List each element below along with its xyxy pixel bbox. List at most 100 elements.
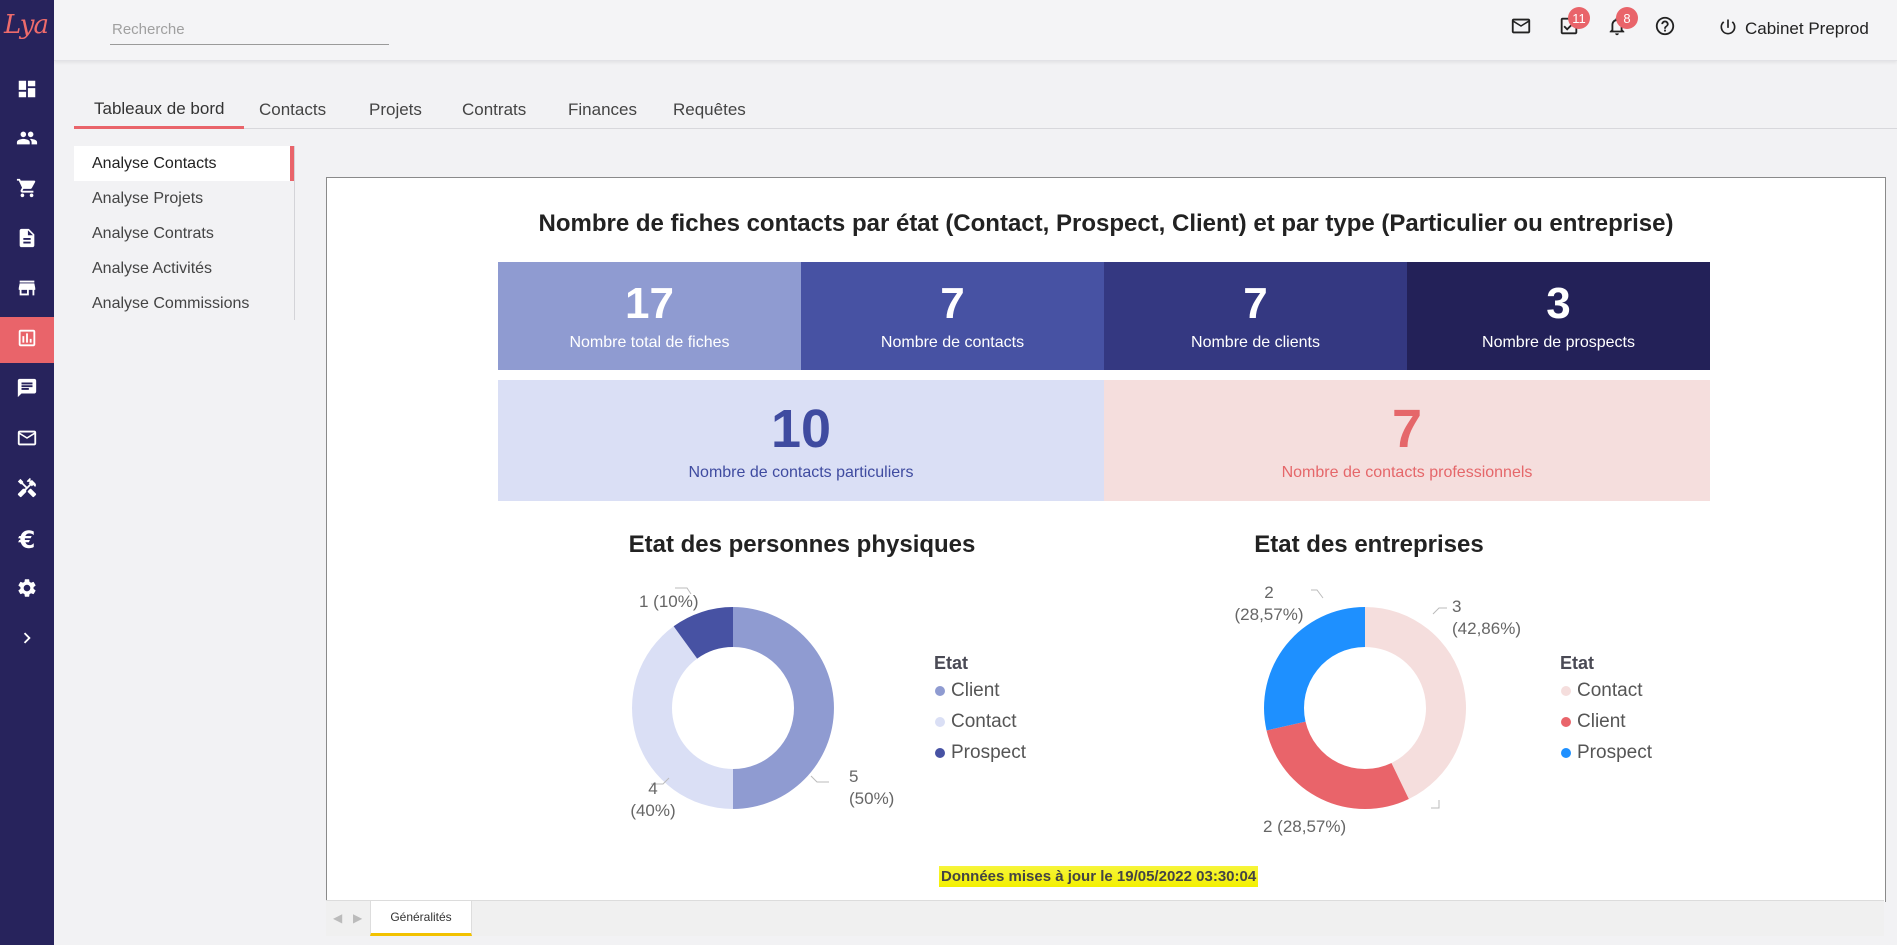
mail-icon <box>16 427 38 454</box>
mail-button[interactable] <box>1508 15 1534 41</box>
kpi-prospects: 3 Nombre de prospects <box>1407 262 1710 370</box>
sidebar-item-messages[interactable] <box>0 367 54 413</box>
next-page-arrow-icon[interactable]: ▶ <box>353 911 363 925</box>
donut-slice-prospect[interactable] <box>673 607 733 659</box>
prev-page-arrow-icon[interactable]: ◀ <box>333 911 343 925</box>
kpi-value: 7 <box>1391 398 1423 459</box>
euro-icon: € <box>18 526 36 554</box>
tab-requetes[interactable]: Requêtes <box>673 99 746 119</box>
help-button[interactable] <box>1652 15 1678 41</box>
sidebar-item-store[interactable] <box>0 267 54 313</box>
kpi-value: 7 <box>940 279 965 328</box>
legend-label: Prospect <box>1577 742 1652 763</box>
sidebar-expand-button[interactable] <box>0 617 54 663</box>
tab-projets[interactable]: Projets <box>369 99 422 119</box>
subnav-analyse-projets[interactable]: Analyse Projets <box>92 189 204 207</box>
slice-label-prospect: 2 (28,57%) <box>1234 583 1304 624</box>
sidebar-item-mail[interactable] <box>0 417 54 463</box>
slice-label-contact: 3 (42,86%) <box>1452 597 1521 638</box>
kpi-value: 17 <box>625 279 674 328</box>
kpi-label: Nombre de contacts professionnels <box>1281 463 1533 481</box>
subnav-analyse-commissions[interactable]: Analyse Commissions <box>92 294 250 312</box>
leader-lines-personnes <box>651 587 829 785</box>
legend-dot <box>1561 717 1571 727</box>
sidebar-item-tools[interactable] <box>0 467 54 513</box>
tab-finances[interactable]: Finances <box>568 99 637 119</box>
legend-item-client[interactable]: Client <box>1561 711 1626 733</box>
legend-item-contact[interactable]: Contact <box>935 711 1016 733</box>
sidebar-item-settings[interactable] <box>0 567 54 613</box>
data-updated-timestamp: Données mises à jour le 19/05/2022 03:30… <box>939 866 1259 887</box>
donut-slice-contact[interactable] <box>632 626 733 809</box>
help-icon <box>1654 15 1676 42</box>
search-input[interactable] <box>110 14 389 45</box>
legend-item-prospect[interactable]: Prospect <box>1561 742 1652 764</box>
logout-button[interactable]: Cabinet Preprod <box>1718 16 1869 42</box>
kpi-label: Nombre de contacts <box>880 334 1025 351</box>
store-icon <box>16 277 38 304</box>
notifications-badge: 8 <box>1616 7 1638 29</box>
chart-title-entreprises: Etat des entreprises <box>1254 531 1484 558</box>
legend-item-client[interactable]: Client <box>935 680 1000 702</box>
kpi-contacts: 7 Nombre de contacts <box>801 262 1104 370</box>
kpi-value: 7 <box>1243 279 1268 328</box>
legend-label: Contact <box>951 711 1017 732</box>
kpi-label: Nombre total de fiches <box>569 334 730 351</box>
subnav-analyse-activites[interactable]: Analyse Activités <box>92 259 213 277</box>
top-header: 11 8 Cabinet Preprod <box>54 0 1897 61</box>
user-label: Cabinet Preprod <box>1745 19 1869 38</box>
tab-contrats[interactable]: Contrats <box>462 99 527 119</box>
kpi-clients: 7 Nombre de clients <box>1104 262 1407 370</box>
donut-slice-prospect[interactable] <box>1264 607 1365 731</box>
report-canvas: Nombre de fiches contacts par état (Cont… <box>326 177 1886 902</box>
kpi-value: 3 <box>1546 279 1571 328</box>
slice-label-client: 5 (50%) <box>849 767 895 808</box>
kpi-label: Nombre de contacts particuliers <box>688 463 914 481</box>
legend-title-personnes: Etat <box>934 653 969 673</box>
sidebar: Lya € <box>0 0 54 945</box>
mail-outline-icon <box>1510 15 1532 42</box>
legend-label: Client <box>1577 711 1626 732</box>
subnav-analyse-contacts[interactable]: Analyse Contacts <box>74 146 294 181</box>
dashboard-icon <box>16 78 38 105</box>
sidebar-item-cart[interactable] <box>0 167 54 213</box>
slice-label-prospect: 1 (10%) <box>639 592 699 611</box>
chevron-right-icon <box>16 627 38 654</box>
kpi-contacts-professionnels: 7 Nombre de contacts professionnels <box>1104 380 1710 501</box>
notifications-button[interactable]: 8 <box>1604 7 1638 41</box>
sidebar-item-finance[interactable]: € <box>0 517 54 563</box>
donut-slice-contact[interactable] <box>1365 607 1466 799</box>
tools-icon <box>16 477 38 504</box>
sidebar-item-dashboard[interactable] <box>0 68 54 114</box>
kpi-label: Nombre de prospects <box>1482 334 1635 351</box>
subnav-analyse-contrats[interactable]: Analyse Contrats <box>92 224 214 242</box>
leader-lines-entreprises <box>1311 589 1447 809</box>
chart-title-personnes: Etat des personnes physiques <box>628 531 976 558</box>
sidebar-item-analytics[interactable] <box>0 317 54 363</box>
power-icon <box>1718 17 1745 42</box>
app-logo[interactable]: Lya <box>4 10 49 40</box>
kpi-total-fiches: 17 Nombre total de fiches <box>498 262 801 370</box>
kpi-contacts-particuliers: 10 Nombre de contacts particuliers <box>498 380 1104 501</box>
page-tab-generalites[interactable]: Généralités <box>370 901 472 936</box>
report-page-bar: ◀ ▶ Généralités <box>326 900 1884 936</box>
slice-label-contact: 4 (40%) <box>630 779 676 820</box>
slice-label-client: 2 (28,57%) <box>1263 817 1347 836</box>
sidebar-item-contacts[interactable] <box>0 117 54 163</box>
legend-dot <box>935 717 945 727</box>
legend-item-contact[interactable]: Contact <box>1561 680 1642 702</box>
legend-item-prospect[interactable]: Prospect <box>935 742 1026 764</box>
sidebar-item-documents[interactable] <box>0 217 54 263</box>
donut-slice-client[interactable] <box>733 607 834 809</box>
tasks-button[interactable]: 11 <box>1556 7 1590 41</box>
kpi-value: 10 <box>770 398 832 459</box>
donut-slice-client[interactable] <box>1266 721 1409 809</box>
tab-tableaux-de-bord[interactable]: Tableaux de bord <box>74 92 245 129</box>
cart-icon <box>16 177 38 204</box>
main-tabs: Tableaux de bord Contacts Projets Contra… <box>74 92 1897 129</box>
tab-contacts[interactable]: Contacts <box>259 99 327 119</box>
legend-dot <box>1561 748 1571 758</box>
legend-dot <box>1561 686 1571 696</box>
legend-dot <box>935 748 945 758</box>
users-icon <box>16 127 38 154</box>
